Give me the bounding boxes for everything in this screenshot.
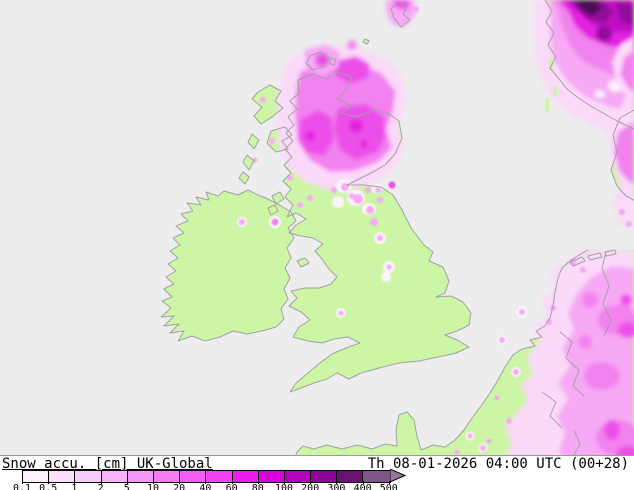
- scale-tick: [284, 481, 285, 484]
- scale-cell: [153, 471, 181, 482]
- land-jura: [268, 205, 278, 215]
- snow-continent: [504, 250, 634, 455]
- color-scale-arrow: [390, 469, 407, 482]
- scale-cell: [284, 471, 312, 482]
- valid-time-label: Th 08-01-2026 04:00 UTC (00+28): [367, 456, 629, 472]
- scale-tick: [336, 481, 338, 484]
- scale-label: 100: [274, 483, 294, 490]
- legend-footer: Snow accu. [cm] UK-Global Th 08-01-2026 …: [0, 455, 634, 490]
- scale-tick: [126, 481, 128, 484]
- scale-label: 20: [173, 483, 186, 490]
- scale-label: 40: [199, 483, 212, 490]
- scale-cell: [206, 471, 233, 482]
- scale-tick: [388, 481, 390, 484]
- scale-tick: [74, 481, 76, 484]
- scale-label: 5: [123, 483, 130, 490]
- scale-tick: [100, 481, 102, 484]
- scale-cell: [337, 471, 364, 482]
- scale-cell: [23, 471, 50, 482]
- scale-cell: [180, 471, 207, 482]
- scale-cell: [75, 471, 102, 482]
- scale-cell: [127, 471, 154, 482]
- snow-scotland: [277, 0, 416, 190]
- coastlines: [160, 0, 634, 455]
- scale-tick: [205, 481, 207, 484]
- scale-label: 1: [71, 483, 78, 490]
- scale-label: 500: [379, 483, 398, 490]
- scale-tick: [179, 481, 181, 484]
- scale-tick: [231, 481, 233, 484]
- product-label: Snow accu. [cm] UK-Global: [2, 456, 213, 472]
- scale-tick: [310, 481, 312, 484]
- scale-cell: [49, 471, 76, 482]
- scale-label: 300: [327, 483, 346, 490]
- color-scale-bar: [22, 470, 391, 483]
- scale-label: 80: [251, 483, 264, 490]
- color-scale-labels: 0.1 0.5 1 2 5 10 20 40 60 80 100 200 300 400 500: [13, 481, 442, 490]
- scale-label: 10: [146, 483, 160, 490]
- scale-tick: [257, 481, 259, 484]
- scale-tick: [362, 481, 364, 484]
- scale-cell: [311, 471, 338, 482]
- scale-tick: [153, 481, 154, 484]
- scale-tick: [48, 481, 50, 484]
- country-borders: [541, 251, 612, 455]
- scale-label: 0.1: [12, 483, 32, 490]
- scale-label: 200: [301, 483, 320, 490]
- scale-label: 60: [225, 483, 238, 490]
- scale-label: 0.5: [39, 483, 58, 490]
- scale-cell: [101, 471, 128, 482]
- scale-cell: [232, 471, 259, 482]
- scale-cell: [258, 471, 285, 482]
- snow-norway: [534, 0, 634, 140]
- weather-map: [160, 0, 634, 455]
- scale-cell: [363, 471, 390, 482]
- land-ireland: [161, 190, 296, 341]
- scale-label: 400: [353, 483, 372, 490]
- scale-label: 2: [97, 483, 104, 490]
- scale-tick: [22, 481, 23, 484]
- scale-arrow-polygon: [390, 469, 407, 482]
- snow-denmark-edge: [608, 36, 634, 232]
